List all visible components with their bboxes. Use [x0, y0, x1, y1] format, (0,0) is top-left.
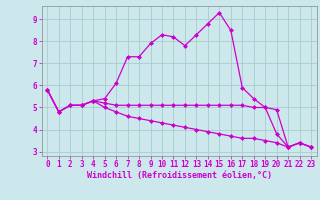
X-axis label: Windchill (Refroidissement éolien,°C): Windchill (Refroidissement éolien,°C) — [87, 171, 272, 180]
